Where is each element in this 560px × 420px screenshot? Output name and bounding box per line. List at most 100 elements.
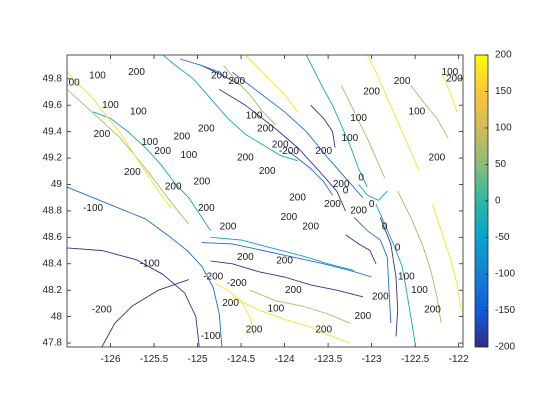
contour-label: -100: [83, 203, 103, 214]
contour-level-neg200-line-3: [219, 89, 346, 212]
contour-label: 100: [102, 100, 119, 111]
contour-label: 100: [411, 285, 428, 296]
y-axis: 47.8 48 48.2 48.4 48.6 48.8 49 49.2 49.4 49.6 49.8: [43, 73, 463, 349]
contour-lines: [67, 55, 462, 347]
contour-label: 200: [424, 305, 441, 316]
contour-level-100-line-4: [249, 289, 351, 324]
contour-level-200-line-0: [67, 71, 172, 209]
contour-level-200-line-1: [245, 55, 298, 113]
y-tick-label: 48: [51, 311, 63, 322]
contour-label: 200: [324, 199, 341, 210]
colorbar-tick-label: -100: [495, 269, 515, 280]
contour-label: 100: [398, 272, 415, 283]
contour-label: 200: [128, 67, 145, 78]
colorbar-ticks: -200 -150 -100 -50 0 50 100 150 200: [485, 50, 515, 353]
y-tick-label: 49.4: [43, 126, 63, 137]
contour-level-neg200-line-0: [67, 247, 200, 347]
contour-label: 200: [315, 146, 332, 157]
x-tick-label: -125: [188, 354, 208, 365]
contour-level-100-line-1: [223, 65, 277, 126]
contour-label: 200: [285, 285, 302, 296]
contour-label: 200: [124, 167, 141, 178]
contour-label: 200: [276, 256, 293, 267]
contour-level-0-line-4: [375, 204, 416, 344]
contour-label: 0: [369, 199, 375, 210]
contour-level-neg100-line-2: [232, 71, 364, 198]
contour-label: 200: [165, 182, 182, 193]
x-tick-label: -123: [362, 354, 382, 365]
contour-label: 100: [130, 106, 147, 117]
colorbar-gradient: [475, 55, 488, 347]
contour-level-0-line-0: [162, 55, 298, 162]
contour-level-neg100-line-0: [67, 186, 223, 347]
contour-label: -200: [203, 272, 223, 283]
contour-label: 200: [154, 146, 171, 157]
contour-level-neg100-line-3: [179, 58, 220, 73]
colorbar-tick-label: 200: [495, 50, 512, 61]
contour-label: 200: [237, 153, 254, 164]
y-tick-label: 49.6: [43, 100, 63, 111]
contour-label: 200: [315, 324, 332, 335]
colorbar: -200 -150 -100 -50 0 50 100 150 200: [474, 50, 515, 353]
axes-background: [67, 55, 463, 347]
colorbar-tick-label: -50: [495, 232, 510, 243]
contour-label: -200: [279, 146, 299, 157]
contour-label: 0: [395, 243, 401, 254]
contour-level-200-line-4: [232, 296, 351, 344]
contour-label: 200: [198, 124, 215, 135]
contour-label: -100: [201, 331, 221, 342]
contour-label: 100: [141, 137, 158, 148]
contour-label: 200: [228, 76, 245, 87]
contour-level-200-line-6: [440, 72, 458, 112]
contour-label: 0: [382, 221, 388, 232]
contour-level-neg200-line-2: [210, 260, 364, 298]
contour-level-neg200-line-5: [310, 104, 336, 148]
contour-label: 100: [180, 150, 197, 161]
contour-label: 100: [63, 77, 80, 88]
contour-label: 0: [358, 173, 364, 184]
contour-label: 200: [281, 212, 298, 223]
contour-label: 100: [350, 113, 367, 124]
contour-label: 200: [289, 192, 306, 203]
x-tick-label: -125.5: [140, 354, 169, 365]
contour-level-0-line-1: [92, 111, 211, 231]
x-tick-label: -122: [449, 354, 469, 365]
colorbar-tick-label: 100: [495, 123, 512, 134]
y-tick-label: 49: [51, 179, 63, 190]
contour-label: 200: [429, 153, 446, 164]
contour-label: 200: [355, 311, 372, 322]
x-tick-label: -123.5: [314, 354, 343, 365]
contour-label: 200: [198, 203, 215, 214]
x-axis: -126 -125.5 -125 -124.5 -124 -123.5 -123 -122.5…: [101, 55, 469, 365]
contour-label: -100: [140, 258, 160, 269]
contour-label: 200: [257, 124, 274, 135]
contour-label: 100: [442, 67, 459, 78]
y-tick-label: 49.8: [43, 73, 63, 84]
colorbar-tick-label: 50: [495, 159, 507, 170]
contour-label: 100: [342, 133, 359, 144]
contour-label: 100: [246, 110, 263, 121]
contour-label: 200: [394, 76, 411, 87]
contour-level-0-line-3: [305, 55, 368, 188]
contour-label: 200: [174, 132, 191, 143]
y-tick-label: 48.8: [43, 206, 63, 217]
contour-label: 100: [89, 71, 106, 82]
x-tick-label: -122.5: [401, 354, 430, 365]
x-tick-label: -126: [101, 354, 121, 365]
colorbar-tick-label: -150: [495, 305, 515, 316]
y-tick-label: 49.2: [43, 153, 63, 164]
colorbar-tick-label: 0: [495, 196, 501, 207]
contour-label: 200: [350, 206, 367, 217]
contour-label: 200: [211, 71, 228, 82]
y-tick-label: 48.4: [43, 258, 63, 269]
contour-level-100-line-2: [340, 85, 386, 179]
x-tick-label: -124: [275, 354, 295, 365]
contour-label: 100: [268, 303, 285, 314]
contour-level-100-line-3: [397, 190, 442, 324]
axes-box: [66, 54, 464, 348]
contour-level-neg200-line-4: [201, 65, 242, 86]
contour-level-neg200-line-7: [345, 234, 377, 264]
contour-level-neg200-line-6: [379, 217, 399, 337]
